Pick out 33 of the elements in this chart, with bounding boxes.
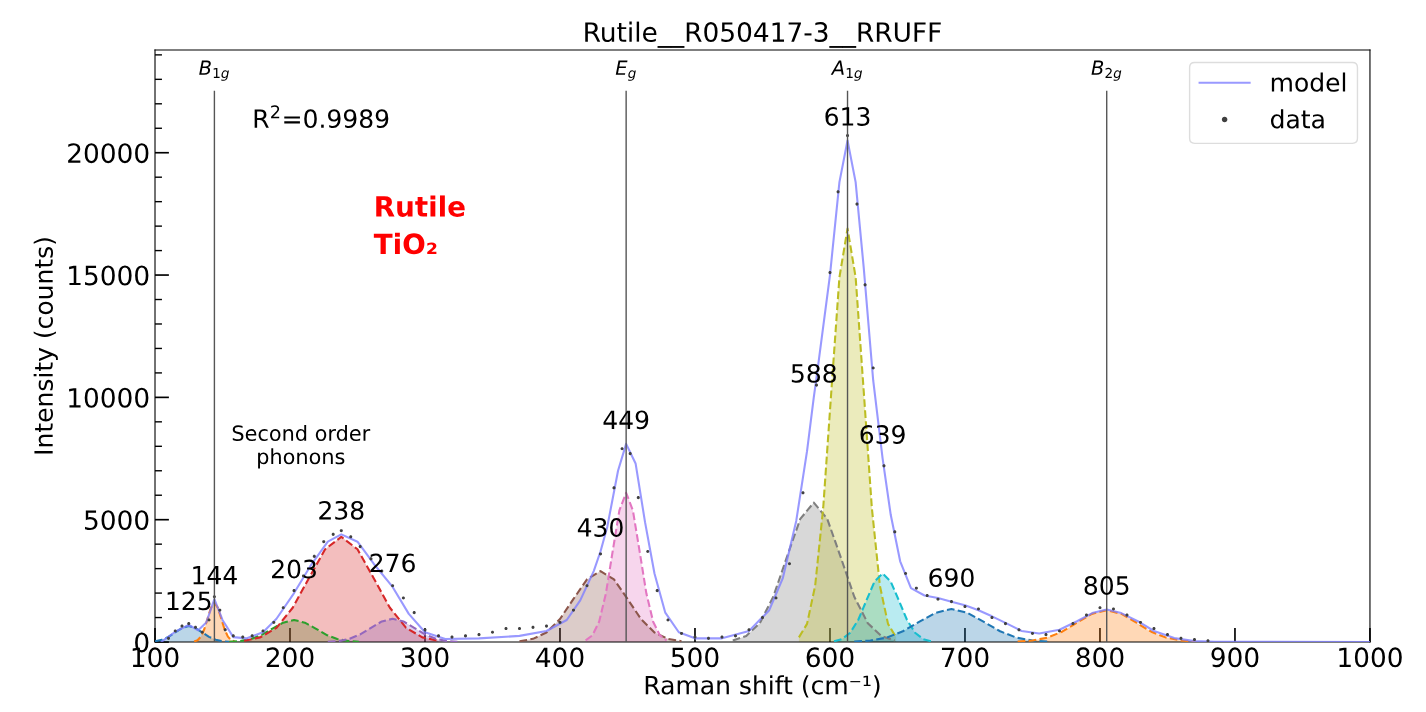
- annotation: 125: [167, 591, 211, 611]
- annotation: 238: [319, 500, 364, 520]
- annotation: Second order phonons: [232, 424, 371, 469]
- legend-label: model: [1271, 72, 1346, 92]
- annotation: 430: [577, 518, 623, 537]
- x-tick-label: 500: [671, 647, 719, 668]
- legend-label: data: [1270, 109, 1324, 129]
- x-tick-label: 1000: [1339, 647, 1402, 668]
- x-tick-label: 300: [401, 647, 449, 668]
- annotation: 639: [860, 425, 905, 444]
- ref-line-label: B$_{1g}$: [199, 60, 229, 81]
- chart-title: Rutile__R050417-3__RRUFF: [585, 21, 941, 48]
- annotation: 203: [272, 559, 316, 579]
- y-tick-label: 10000: [69, 387, 149, 408]
- annotation: 588: [791, 363, 836, 383]
- ref-line-label: A$_{1g}$: [830, 60, 863, 81]
- x-tick-label: 700: [941, 647, 989, 668]
- y-tick-label: 20000: [68, 143, 149, 164]
- x-tick-label: 400: [536, 647, 584, 668]
- annotation: 276: [370, 553, 415, 573]
- y-tick-label: 5000: [85, 510, 149, 531]
- ref-line-label: E$_{g}$: [615, 60, 636, 81]
- ref-line-label: B$_{2g}$: [1091, 60, 1122, 81]
- x-tick-label: 200: [266, 647, 314, 668]
- y-axis-title: Intensity (counts): [33, 238, 58, 454]
- annotation: R$^{2}$=0.9989: [254, 105, 389, 129]
- y-tick-label: 15000: [69, 265, 149, 286]
- x-tick-label: 600: [806, 647, 854, 668]
- x-axis-title: Raman shift (cm⁻¹): [645, 675, 880, 698]
- x-tick-label: 800: [1076, 647, 1124, 668]
- annotation: 690: [929, 568, 974, 588]
- x-tick-label: 900: [1211, 647, 1259, 668]
- annotation: Rutile TiO₂: [373, 195, 465, 255]
